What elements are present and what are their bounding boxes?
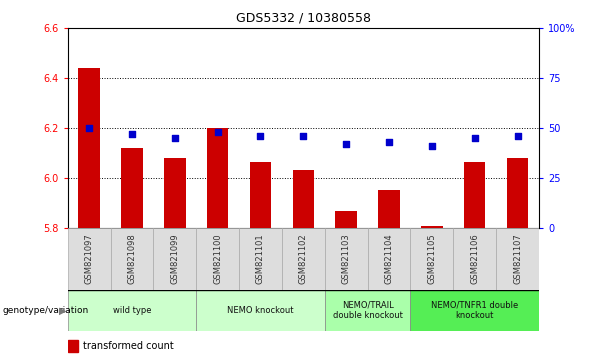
Bar — [336, 211, 357, 228]
Bar — [368, 228, 411, 290]
Text: GSM821100: GSM821100 — [213, 233, 222, 284]
Point — [256, 133, 265, 139]
Bar — [411, 290, 539, 331]
Text: GSM821106: GSM821106 — [470, 233, 479, 284]
Text: GSM821098: GSM821098 — [127, 233, 137, 284]
Text: GSM821107: GSM821107 — [513, 233, 522, 284]
Bar — [68, 290, 196, 331]
Text: transformed count: transformed count — [83, 341, 174, 351]
Bar — [496, 228, 539, 290]
Bar — [68, 339, 78, 352]
Point — [170, 136, 180, 141]
Bar — [507, 158, 528, 228]
Bar — [464, 162, 485, 228]
Bar — [111, 228, 153, 290]
Point — [470, 136, 479, 141]
Bar — [153, 228, 196, 290]
Bar — [250, 162, 271, 228]
Text: GSM821102: GSM821102 — [299, 233, 308, 284]
Text: GSM821101: GSM821101 — [256, 233, 265, 284]
Point — [513, 133, 522, 139]
Text: GSM821099: GSM821099 — [170, 233, 179, 284]
Text: NEMO/TRAIL
double knockout: NEMO/TRAIL double knockout — [333, 301, 402, 320]
Bar — [454, 228, 496, 290]
Text: NEMO/TNFR1 double
knockout: NEMO/TNFR1 double knockout — [431, 301, 518, 320]
Text: GSM821104: GSM821104 — [385, 233, 393, 284]
Point — [384, 139, 393, 145]
Bar — [121, 148, 143, 228]
Bar — [68, 228, 111, 290]
Text: wild type: wild type — [112, 306, 151, 315]
Bar — [207, 128, 229, 228]
Point — [342, 142, 351, 147]
Bar — [282, 228, 325, 290]
Point — [213, 130, 223, 135]
Bar — [411, 228, 454, 290]
Bar — [239, 228, 282, 290]
Point — [299, 133, 308, 139]
Bar — [196, 228, 239, 290]
Title: GDS5332 / 10380558: GDS5332 / 10380558 — [236, 11, 371, 24]
Point — [427, 143, 436, 149]
Bar — [325, 290, 411, 331]
Text: GSM821105: GSM821105 — [428, 233, 436, 284]
Bar — [164, 158, 186, 228]
Bar — [421, 226, 442, 228]
Bar — [293, 170, 314, 228]
Text: genotype/variation: genotype/variation — [3, 306, 89, 315]
Bar — [378, 190, 400, 228]
Text: ▶: ▶ — [59, 306, 67, 316]
Text: NEMO knockout: NEMO knockout — [227, 306, 294, 315]
Point — [84, 126, 94, 131]
Text: GSM821097: GSM821097 — [85, 233, 94, 284]
Bar — [196, 290, 325, 331]
Point — [127, 131, 137, 137]
Bar — [78, 68, 100, 228]
Bar — [325, 228, 368, 290]
Text: GSM821103: GSM821103 — [342, 233, 350, 284]
